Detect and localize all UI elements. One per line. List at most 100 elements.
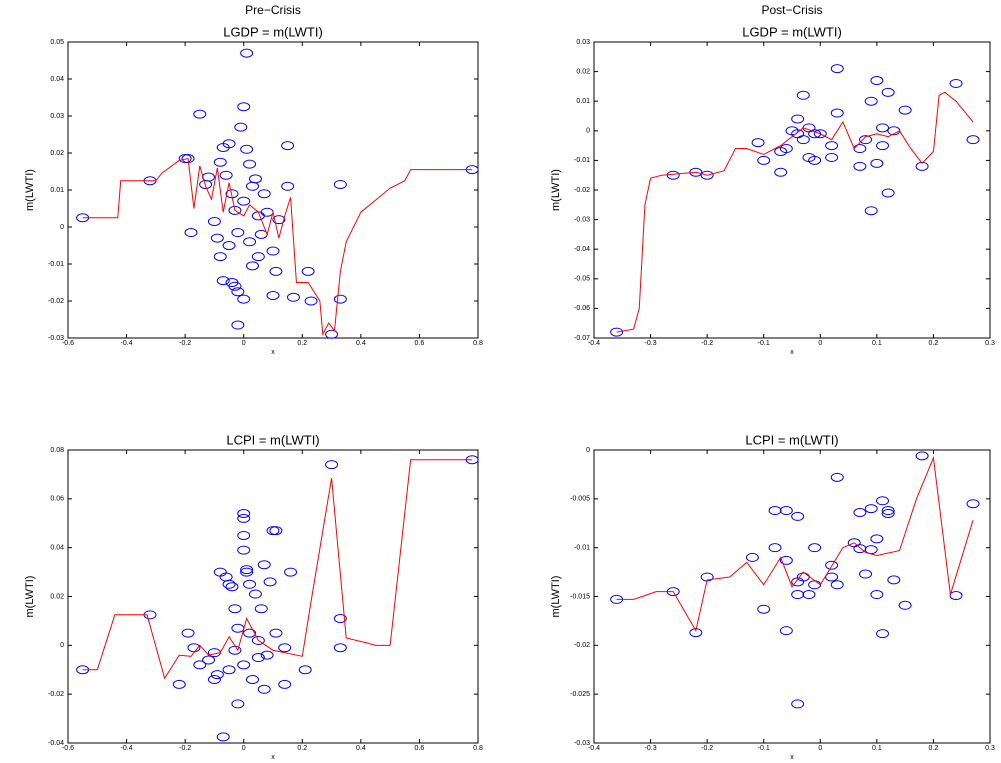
data-point — [966, 499, 980, 509]
data-point — [260, 207, 274, 217]
y-tick-label: -0.025 — [570, 691, 590, 698]
data-point — [751, 138, 765, 148]
x-tick-label: 0.6 — [415, 745, 425, 752]
x-tick-label: -0.3 — [645, 745, 657, 752]
data-point — [251, 252, 265, 262]
data-point — [949, 591, 963, 601]
data-point — [243, 237, 257, 247]
data-point — [237, 660, 251, 670]
data-point — [257, 684, 271, 694]
data-point — [825, 141, 839, 151]
y-tick-label: -0.01 — [574, 545, 590, 552]
y-tick-label: 0 — [60, 224, 64, 231]
x-tick-label: 0.3 — [985, 340, 995, 347]
y-tick-label: 0 — [586, 447, 590, 454]
data-point — [260, 650, 274, 660]
y-axis-label: m(LWTI) — [24, 576, 36, 618]
y-tick-label: 0.01 — [50, 187, 64, 194]
y-tick-label: -0.03 — [48, 335, 64, 342]
y-tick-label: -0.02 — [48, 691, 64, 698]
data-point — [246, 675, 259, 685]
data-point — [876, 496, 890, 506]
data-point — [231, 287, 245, 297]
data-point — [876, 141, 890, 151]
y-tick-label: -0.07 — [574, 335, 590, 342]
data-point — [830, 64, 844, 74]
data-point — [237, 196, 251, 206]
x-tick-label: -0.3 — [645, 340, 657, 347]
data-point — [898, 105, 912, 115]
data-point — [231, 228, 245, 238]
fit-line — [82, 157, 473, 337]
x-tick-label: -0.2 — [701, 340, 713, 347]
data-point — [254, 604, 268, 614]
data-point — [246, 261, 259, 271]
data-point — [333, 613, 347, 623]
data-point — [213, 252, 227, 262]
data-point — [966, 135, 980, 145]
x-tick-label: 0.8 — [473, 340, 483, 347]
data-point — [231, 320, 245, 330]
data-point — [808, 543, 822, 553]
x-axis-label: x — [271, 754, 275, 761]
data-point — [779, 555, 793, 565]
x-tick-label: 0.4 — [356, 745, 366, 752]
data-point — [207, 675, 221, 685]
data-point — [257, 560, 271, 570]
x-tick-label: 0.1 — [872, 745, 882, 752]
data-point — [298, 665, 312, 675]
data-point — [251, 635, 265, 645]
data-point — [228, 604, 242, 614]
data-point — [257, 189, 271, 199]
data-point — [881, 506, 895, 516]
data-point — [216, 732, 230, 742]
panel-heading: Post−Crisis — [761, 3, 822, 17]
data-point — [876, 629, 890, 639]
data-point — [266, 290, 280, 300]
x-tick-label: 0.2 — [297, 745, 307, 752]
data-point — [768, 543, 782, 553]
y-tick-label: 0.02 — [576, 68, 590, 75]
data-point — [219, 170, 233, 180]
data-point — [859, 569, 873, 579]
data-point — [853, 508, 867, 518]
data-point — [881, 508, 895, 518]
data-point — [237, 530, 251, 540]
x-axis-label: x — [790, 754, 794, 761]
chart-title: LCPI = m(LWTI) — [226, 432, 319, 447]
data-point — [184, 228, 198, 238]
data-point — [870, 158, 884, 168]
data-point — [213, 157, 227, 167]
data-point — [791, 590, 805, 600]
data-point — [853, 161, 867, 171]
x-tick-label: -0.6 — [62, 745, 74, 752]
x-tick-label: 0 — [242, 745, 246, 752]
data-point — [248, 589, 262, 599]
y-tick-label: -0.04 — [48, 740, 64, 747]
data-point — [700, 170, 714, 180]
data-point — [881, 188, 895, 198]
x-tick-label: -0.4 — [588, 745, 600, 752]
data-point — [830, 108, 844, 118]
data-point — [234, 122, 248, 132]
x-tick-label: -0.4 — [121, 745, 133, 752]
data-point — [263, 577, 277, 587]
x-tick-label: 0.6 — [415, 340, 425, 347]
data-point — [181, 628, 195, 638]
data-point — [225, 582, 239, 592]
data-point — [202, 172, 216, 182]
data-point — [178, 154, 192, 164]
data-point — [216, 276, 230, 286]
chart-title: LGDP = m(LWTI) — [742, 24, 842, 39]
data-point — [248, 174, 262, 184]
data-point — [213, 567, 227, 577]
data-point — [284, 567, 298, 577]
chart-title: LGDP = m(LWTI) — [223, 24, 323, 39]
data-point — [269, 266, 283, 276]
data-point — [237, 294, 251, 304]
data-point — [791, 114, 805, 124]
data-point — [768, 506, 782, 516]
data-point — [779, 626, 793, 636]
data-point — [210, 233, 224, 243]
